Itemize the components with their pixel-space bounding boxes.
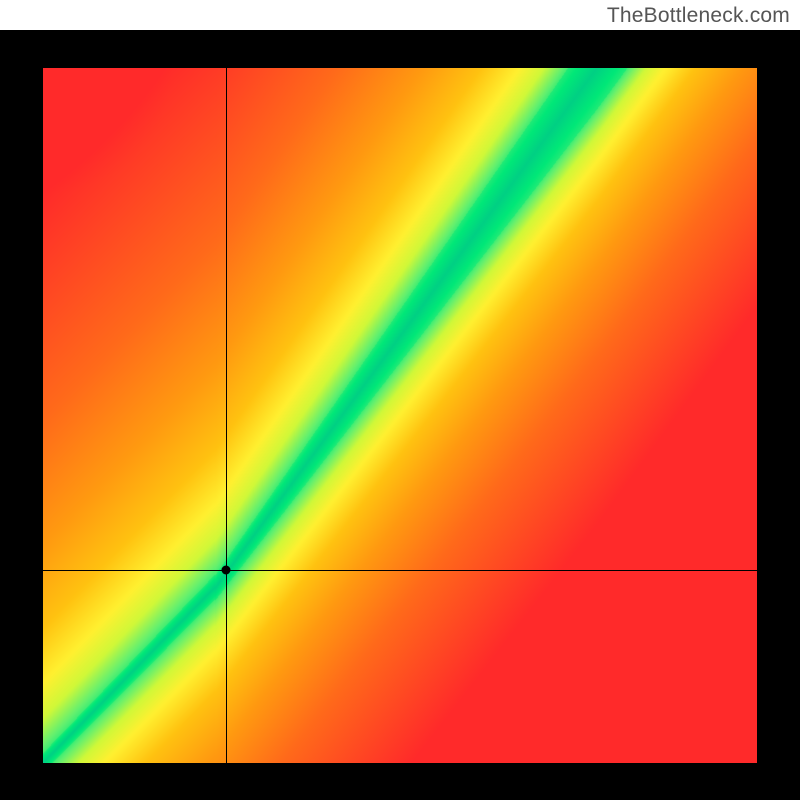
heatmap-canvas bbox=[43, 68, 757, 763]
crosshair-horizontal bbox=[43, 570, 757, 571]
crosshair-vertical bbox=[226, 68, 227, 763]
plot-area bbox=[43, 68, 757, 763]
chart-container: TheBottleneck.com bbox=[0, 0, 800, 800]
chart-outer-frame bbox=[0, 30, 800, 800]
marker-dot bbox=[221, 565, 230, 574]
watermark-text: TheBottleneck.com bbox=[607, 4, 790, 28]
